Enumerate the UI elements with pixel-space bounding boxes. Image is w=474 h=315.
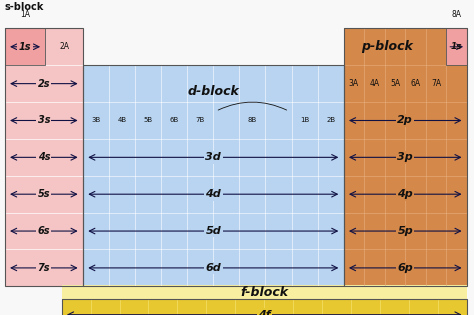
Text: 5A: 5A bbox=[390, 79, 400, 88]
Bar bbox=[62, 285, 467, 315]
Text: 6A: 6A bbox=[410, 79, 420, 88]
Text: s-block: s-block bbox=[5, 2, 44, 12]
Text: 1A: 1A bbox=[20, 10, 30, 19]
Text: 6B: 6B bbox=[170, 117, 179, 123]
Text: d-block: d-block bbox=[187, 84, 239, 98]
Text: 2s: 2s bbox=[37, 79, 50, 89]
Text: 5B: 5B bbox=[144, 117, 153, 123]
Bar bbox=[5, 28, 46, 65]
Text: 4f: 4f bbox=[258, 310, 271, 315]
Text: f-block: f-block bbox=[240, 286, 288, 299]
Text: 1s: 1s bbox=[451, 42, 463, 51]
Text: 1B: 1B bbox=[300, 117, 309, 123]
Text: 2p: 2p bbox=[397, 116, 413, 125]
Text: 7s: 7s bbox=[37, 263, 50, 273]
Text: 4s: 4s bbox=[37, 152, 50, 162]
Text: 3A: 3A bbox=[349, 79, 359, 88]
Text: 4A: 4A bbox=[369, 79, 380, 88]
Text: 7A: 7A bbox=[431, 79, 441, 88]
Bar bbox=[344, 28, 467, 286]
Text: 2A: 2A bbox=[59, 42, 69, 51]
Text: 4B: 4B bbox=[118, 117, 127, 123]
Bar bbox=[5, 28, 83, 286]
Text: 6s: 6s bbox=[37, 226, 50, 236]
Text: 5s: 5s bbox=[37, 189, 50, 199]
Bar bbox=[83, 65, 344, 286]
Text: 5p: 5p bbox=[397, 226, 413, 236]
Text: 6d: 6d bbox=[205, 263, 221, 273]
Bar bbox=[62, 299, 467, 315]
Text: 1s: 1s bbox=[19, 42, 31, 52]
Text: 3B: 3B bbox=[91, 117, 100, 123]
Text: 3d: 3d bbox=[205, 152, 221, 162]
Text: 6p: 6p bbox=[397, 263, 413, 273]
Bar bbox=[62, 299, 467, 315]
Text: 2B: 2B bbox=[326, 117, 335, 123]
Text: 7B: 7B bbox=[196, 117, 205, 123]
Bar bbox=[447, 28, 467, 65]
Bar bbox=[447, 28, 467, 65]
Text: 8A: 8A bbox=[452, 10, 462, 19]
Bar bbox=[5, 28, 46, 65]
Bar bbox=[5, 28, 83, 286]
Text: 4p: 4p bbox=[397, 189, 413, 199]
Text: 5d: 5d bbox=[205, 226, 221, 236]
Text: 4d: 4d bbox=[205, 189, 221, 199]
Text: 8B: 8B bbox=[248, 117, 257, 123]
Bar bbox=[83, 65, 344, 286]
Text: 3s: 3s bbox=[37, 116, 50, 125]
Bar bbox=[344, 28, 467, 286]
Text: 3p: 3p bbox=[397, 152, 413, 162]
Text: p-block: p-block bbox=[361, 40, 413, 53]
